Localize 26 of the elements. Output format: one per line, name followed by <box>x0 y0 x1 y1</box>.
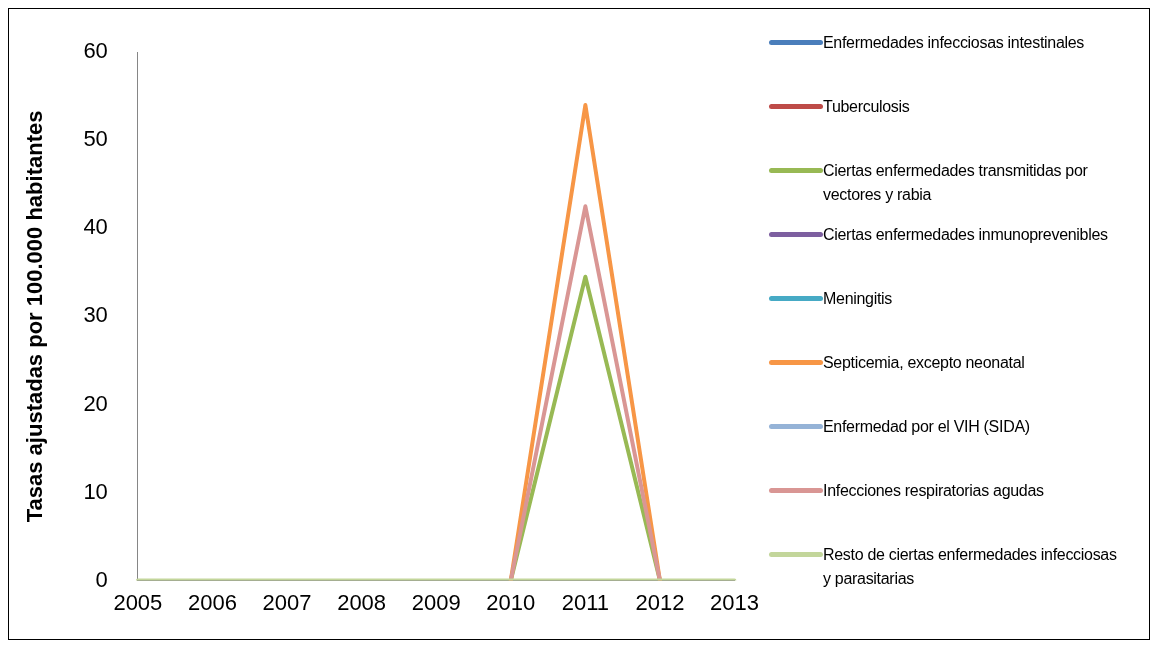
legend-label: Enfermedades infecciosas intestinales <box>823 33 1086 53</box>
y-tick-label: 0 <box>95 566 108 592</box>
x-tick-label: 2012 <box>635 589 685 615</box>
y-tick-label: 30 <box>83 302 108 328</box>
legend-label: Ciertas enfermedades transmitidas por vectores y rabia <box>823 161 1089 205</box>
x-tick-label: 2005 <box>113 589 163 615</box>
legend-label: Tuberculosis <box>823 97 911 117</box>
x-tick-label: 2013 <box>710 589 760 615</box>
y-tick-label: 40 <box>83 214 108 240</box>
legend-label: Enfermedad por el VIH (SIDA) <box>823 417 1031 437</box>
y-tick-label: 60 <box>83 38 108 64</box>
x-tick-label: 2010 <box>486 589 536 615</box>
y-tick-label: 50 <box>83 126 108 152</box>
y-tick-label: 10 <box>83 478 108 504</box>
x-tick-label: 2009 <box>411 589 461 615</box>
y-tick-label: 20 <box>83 390 108 416</box>
x-tick-label: 2008 <box>337 589 387 615</box>
legend-label: Ciertas enfermedades inmunoprevenibles <box>823 225 1109 245</box>
legend-label: Meningitis <box>823 289 894 309</box>
x-tick-label: 2011 <box>561 589 610 615</box>
x-tick-label: 2006 <box>187 589 237 615</box>
x-tick-label: 2007 <box>262 589 312 615</box>
legend-label: Infecciones respiratorias agudas <box>823 481 1045 501</box>
y-axis-title: Tasas ajustadas por 100.000 habitantes <box>22 110 48 523</box>
legend-label: Resto de ciertas enfermedades infecciosas y parasitarias <box>823 545 1118 589</box>
legend-label: Septicemia, excepto neonatal <box>823 353 1026 373</box>
